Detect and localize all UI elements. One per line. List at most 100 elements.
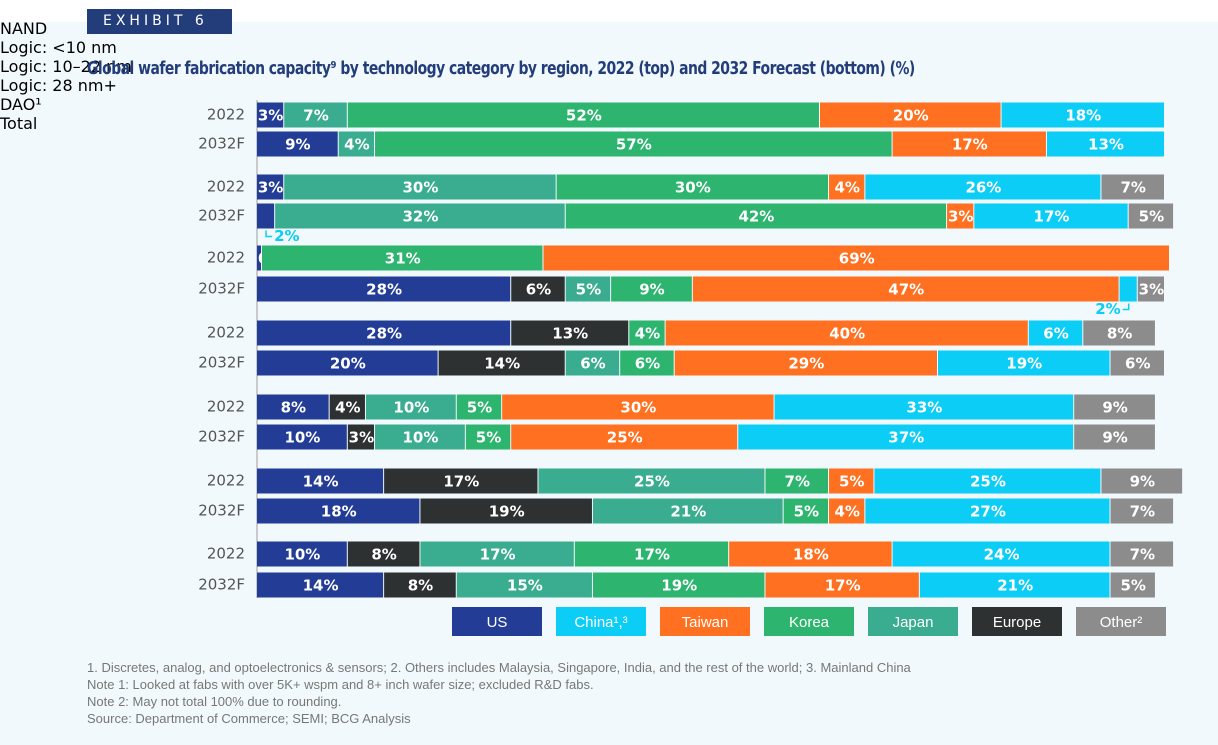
bar-segment <box>674 350 937 376</box>
bar-segment <box>574 541 729 567</box>
y-tick-label: 2032F <box>198 576 245 594</box>
top-strip <box>0 0 1218 22</box>
value-label: 17% <box>443 473 479 491</box>
value-label: 33% <box>906 399 942 417</box>
legend-swatch <box>868 607 958 636</box>
legend-label: US <box>487 614 508 631</box>
bar-segment <box>420 498 592 524</box>
value-label: 6% <box>526 281 551 299</box>
value-label: 4% <box>344 136 369 154</box>
bar-segment <box>338 131 375 157</box>
value-label: 4% <box>834 179 859 197</box>
y-tick-label: 2022 <box>207 249 245 267</box>
bar-segment <box>511 276 565 302</box>
value-label: 26% <box>965 179 1001 197</box>
bar-segment <box>384 468 538 494</box>
value-label: 3% <box>258 107 283 125</box>
bar-segment <box>865 174 1101 200</box>
bar-segment <box>511 424 738 450</box>
bar-segment <box>284 174 556 200</box>
legend-label: China¹,³ <box>574 614 627 631</box>
bar-segment <box>1110 541 1174 567</box>
bar-segment <box>257 102 284 128</box>
value-label: 7% <box>1120 179 1145 197</box>
value-label: 17% <box>952 136 988 154</box>
value-label: 7% <box>303 107 328 125</box>
bar-segment <box>629 320 665 346</box>
bar-segment <box>938 350 1110 376</box>
value-label: 30% <box>675 179 711 197</box>
bar-segment <box>284 102 347 128</box>
bar-segment <box>257 320 511 346</box>
value-label: 9% <box>285 136 310 154</box>
legend-label: Korea <box>789 614 830 631</box>
bar-segment <box>257 541 347 567</box>
y-tick-label: 2032F <box>198 354 245 372</box>
value-label: 7% <box>1130 503 1155 521</box>
bar-segment <box>1074 394 1155 420</box>
y-tick-label: 2022 <box>207 106 245 124</box>
bar-segment <box>257 350 438 376</box>
value-label: 29% <box>788 355 824 373</box>
bar-segment <box>511 320 629 346</box>
bar-segment <box>257 468 384 494</box>
exhibit-tag: EXHIBIT 6 <box>87 9 232 34</box>
value-label: 15% <box>507 577 543 595</box>
value-label: 5% <box>467 399 492 417</box>
bar-segment <box>829 498 865 524</box>
value-label: 6% <box>1043 325 1068 343</box>
value-label: 18% <box>793 546 829 564</box>
value-label: 18% <box>321 503 357 521</box>
bar-segment <box>257 245 261 271</box>
value-label: 27% <box>970 503 1006 521</box>
value-label: 14% <box>303 473 339 491</box>
legend-label: Taiwan <box>682 614 729 631</box>
legend-swatch <box>972 607 1062 636</box>
value-label: 9% <box>1102 399 1127 417</box>
value-label: 17% <box>634 546 670 564</box>
value-label: 4% <box>635 325 660 343</box>
bar-segment <box>1083 320 1155 346</box>
bar-segment <box>257 203 275 229</box>
bar-segment <box>765 468 829 494</box>
value-label: 9% <box>639 281 664 299</box>
notes: 1. Discretes, analog, and optoelectronic… <box>87 659 911 727</box>
value-label: 40% <box>829 325 865 343</box>
bar-segment <box>257 572 384 598</box>
value-label: 20% <box>330 355 366 373</box>
value-label: 17% <box>825 577 861 595</box>
bar-segment <box>384 572 456 598</box>
value-label: 14% <box>303 577 339 595</box>
bar-segment <box>783 498 829 524</box>
bar-segment <box>257 174 284 200</box>
value-label: 13% <box>552 325 588 343</box>
value-label: 13% <box>1088 136 1124 154</box>
value-label: 20% <box>893 107 929 125</box>
value-label: 18% <box>1065 107 1101 125</box>
value-label: 6% <box>1125 355 1150 373</box>
value-label: 37% <box>888 429 924 447</box>
bar-segment <box>257 131 338 157</box>
bar-segment <box>1028 320 1083 346</box>
value-label: 5% <box>839 473 864 491</box>
bar-segment <box>565 203 947 229</box>
bar-segment <box>1046 131 1164 157</box>
value-label: 6% <box>580 355 605 373</box>
bar-segment <box>347 541 420 567</box>
note: Source: Department of Commerce; SEMI; BC… <box>87 711 411 726</box>
value-label: 42% <box>738 208 774 226</box>
bar-segment <box>257 276 511 302</box>
bar-segment <box>665 320 1028 346</box>
bar-segment <box>502 394 774 420</box>
y-tick-label: 2022 <box>207 178 245 196</box>
bar-segment <box>438 350 565 376</box>
bar-segment <box>543 245 1169 271</box>
bar-segment <box>347 424 375 450</box>
y-tick-label: 2022 <box>207 398 245 416</box>
bar-segment <box>738 424 1074 450</box>
bar-segment <box>329 394 365 420</box>
value-label: 2% <box>1095 300 1120 318</box>
callout-line <box>265 230 273 238</box>
legend-swatch <box>1076 607 1166 636</box>
